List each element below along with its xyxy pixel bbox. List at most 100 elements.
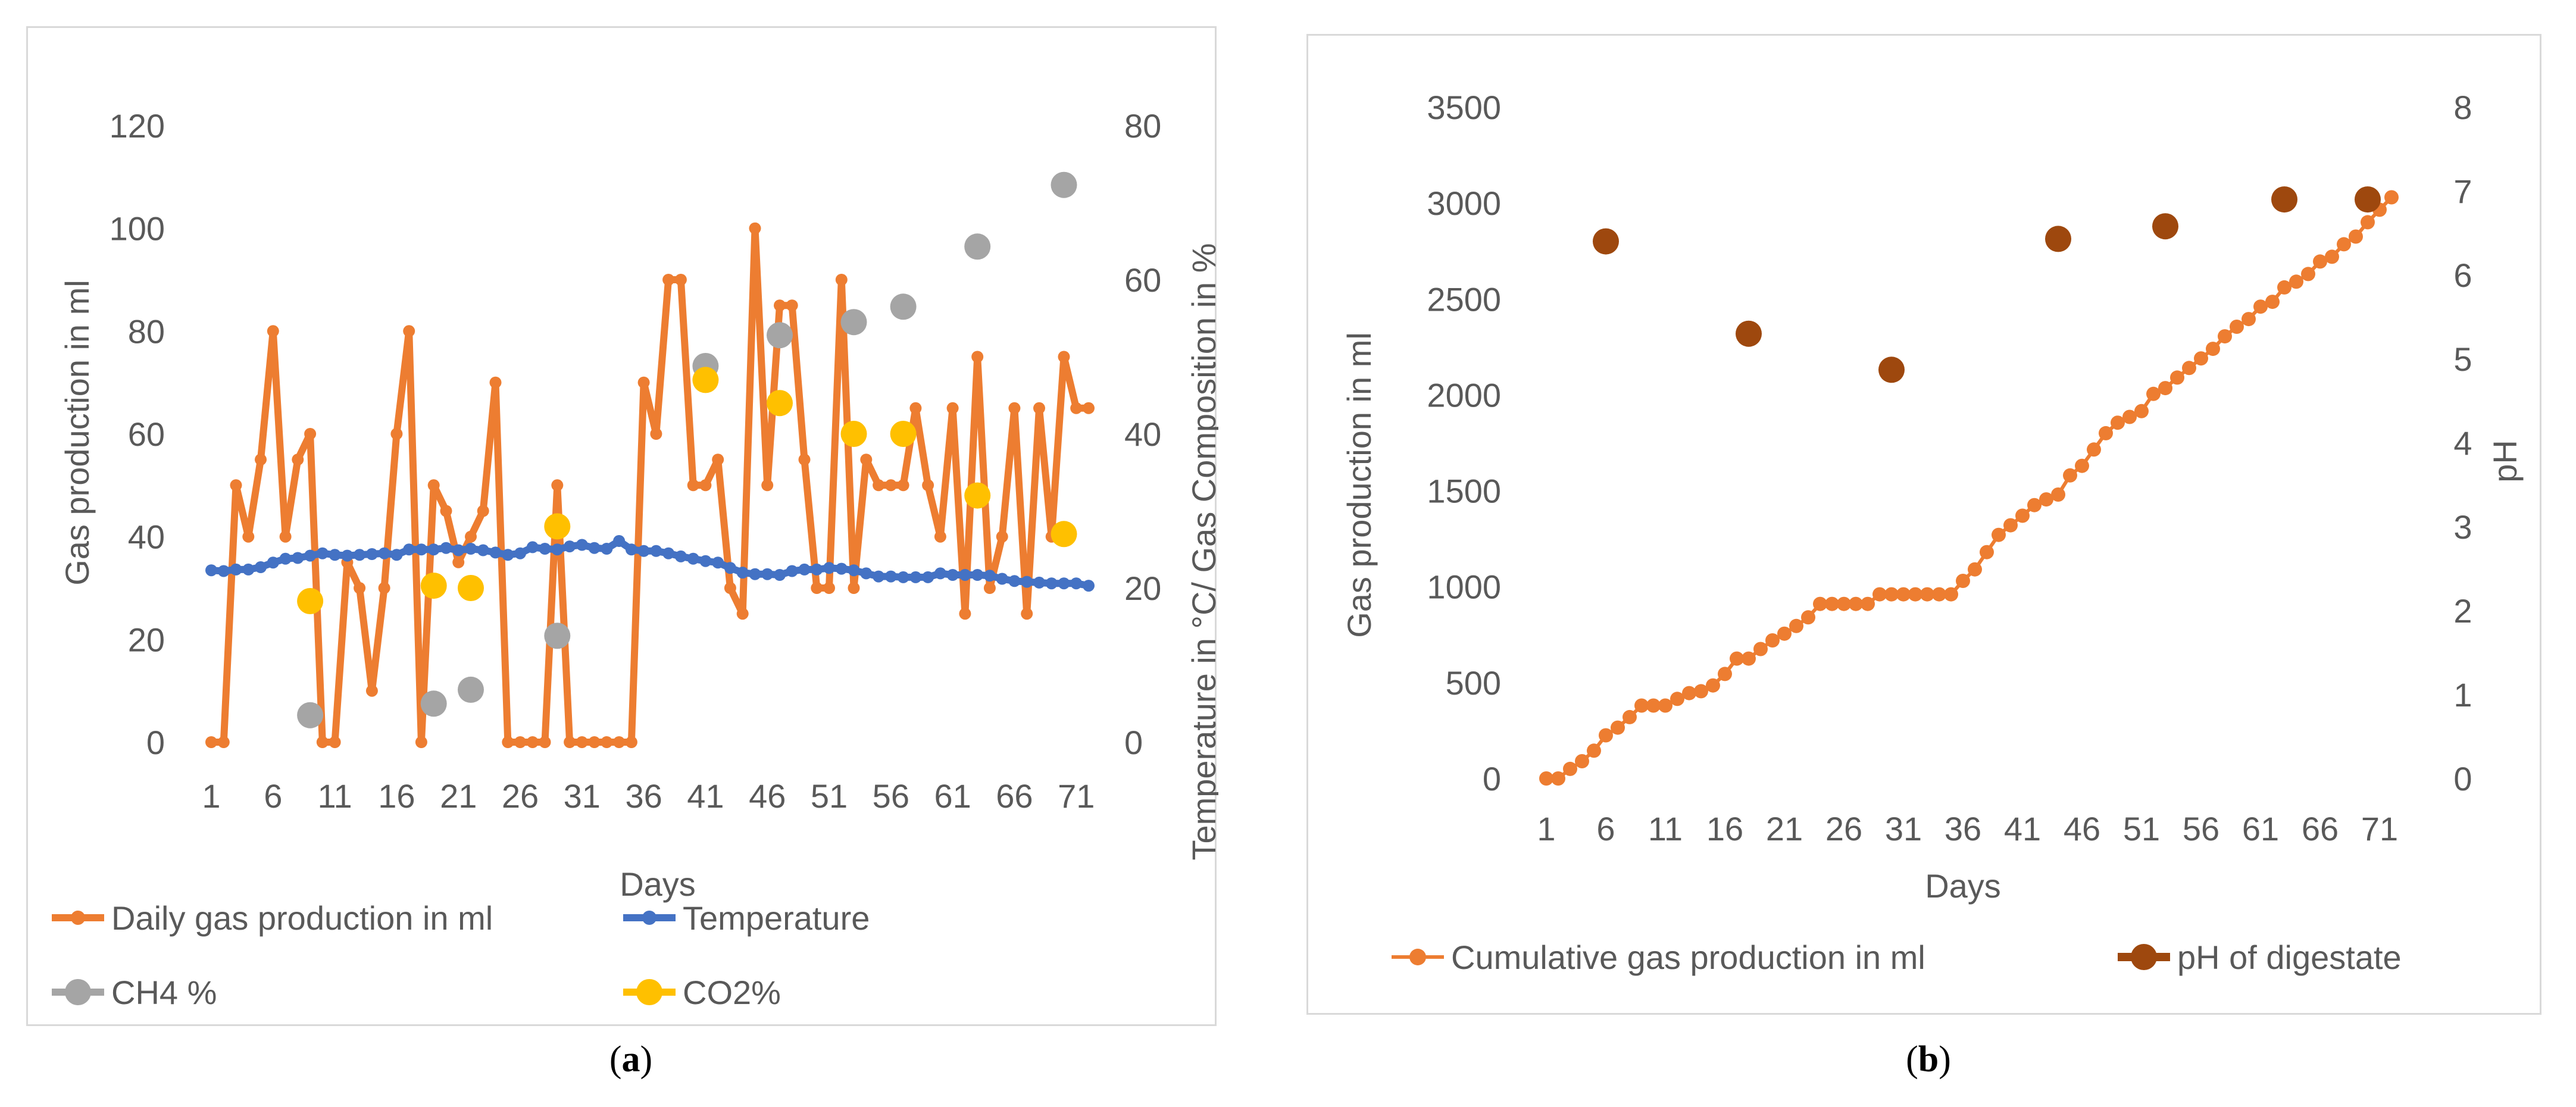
chart-a-series-0-point [304, 428, 317, 440]
chart-a-series-0-point [662, 274, 675, 286]
chart-b-series-0-point [2063, 468, 2077, 483]
chart-a-series-1-point [526, 541, 539, 554]
chart-a-series-1-point [1021, 576, 1033, 588]
chart-a-series-0-point [514, 736, 526, 748]
chart-a-series-1-point [650, 545, 662, 557]
chart-a-series-0-point [415, 736, 427, 748]
chart-b-series-1-point [2271, 186, 2297, 213]
chart-b-series-0-point [2230, 320, 2244, 334]
chart-b-series-0-point [1801, 610, 1815, 625]
chart-a-series-2-point [767, 322, 793, 349]
chart-a-series-0-point [650, 428, 662, 440]
chart-b-series-1-point [2045, 226, 2071, 252]
chart-b-y-left-tick-label: 3000 [1427, 185, 1501, 222]
chart-a-series-0-point [996, 530, 1008, 543]
chart-a-series-1-point [267, 556, 279, 569]
chart-a-y-left-tick-label: 40 [128, 518, 165, 556]
caption-b: (b) [1906, 1039, 1951, 1080]
chart-a-series-1-point [588, 542, 601, 554]
chart-a-series-0-point [452, 556, 465, 568]
chart-b-y-right-axis-title: pH [2486, 440, 2524, 483]
chart-b-series-0-point [2253, 299, 2268, 314]
caption-b-letter: b [1918, 1039, 1939, 1080]
chart-b-series-0-point [2170, 370, 2184, 385]
chart-a-series-1-point [365, 548, 378, 560]
chart-a-series-0-point [588, 736, 601, 748]
chart-b-series-0-point [1599, 728, 1613, 743]
chart-a-series-1-point [465, 543, 477, 555]
chart-b-series-0-point [1622, 709, 1637, 724]
chart-a-series-0-point [242, 530, 255, 543]
chart-b-series-0-point [1884, 587, 1899, 602]
chart-b-x-tick-label: 11 [1648, 810, 1683, 848]
chart-b-y-right-tick-label: 1 [2453, 676, 2472, 714]
chart-a-series-0-point [971, 351, 984, 363]
chart-b-series-0-point [1682, 686, 1696, 701]
chart-a-series-1-point [329, 549, 341, 561]
chart-a-y-left-tick-label: 80 [128, 312, 165, 350]
chart-a-x-axis-title: Days [620, 865, 696, 903]
chart-b-series-0-point [2289, 274, 2303, 289]
chart-b-series-0-point [2182, 361, 2196, 376]
chart-a-series-1-point [564, 540, 576, 553]
chart-a-series-1-point [897, 571, 909, 583]
chart-a-series-0-point [427, 479, 440, 492]
chart-a-y-right-tick-label: 80 [1124, 107, 1161, 145]
chart-a-series-1-point [674, 550, 687, 562]
chart-a-series-0-point [848, 582, 860, 594]
chart-b-series-0-point [1694, 684, 1708, 699]
chart-b-series-1-point [2152, 213, 2178, 240]
chart-a-series-1-point [761, 568, 774, 580]
chart-b-y-left-tick-label: 500 [1446, 664, 1501, 702]
chart-a-y-right-tick-label: 20 [1124, 570, 1161, 607]
chart-a-y-left-tick-label: 120 [110, 107, 165, 145]
chart-b-x-tick-label: 51 [2123, 810, 2160, 848]
chart-a-series-1-point [539, 543, 551, 555]
chart-a-series-1-point [217, 565, 230, 577]
chart-a-series-0-point [205, 736, 217, 748]
chart-a-series-0-point [946, 402, 959, 414]
chart-a-series-2-point [458, 676, 484, 703]
chart-a-series-0-point [1058, 351, 1070, 363]
chart-a-legend-label: Temperature [683, 899, 870, 937]
chart-b-series-0-point [1968, 562, 1982, 577]
chart-a-series-1-point [403, 543, 415, 556]
chart-b-series-0-point [1706, 678, 1720, 693]
chart-b-series-1-point [1736, 320, 1762, 347]
chart-a-x-tick-label: 61 [934, 777, 971, 815]
chart-a-series-1-point [613, 535, 626, 547]
chart-a-series-0-point [724, 582, 736, 594]
chart-a-series-3-point [692, 367, 719, 393]
chart-a-series-1-point [1083, 580, 1095, 592]
chart-b-series-0-point [1908, 587, 1922, 602]
chart-a-series-0-point [873, 479, 885, 492]
chart-a-x-tick-label: 31 [564, 777, 601, 815]
chart-a-series-2-point [1051, 171, 1077, 198]
chart-b-x-axis-title: Days [1925, 867, 2001, 905]
chart-b-y-left-tick-label: 0 [1483, 760, 1501, 798]
chart-a-series-0-point [465, 530, 477, 543]
chart-b-y-left-tick-label: 3500 [1427, 89, 1501, 126]
chart-a-series-3-point [840, 421, 867, 447]
chart-a-x-tick-label: 11 [318, 777, 352, 815]
chart-b-series-0-point [1646, 698, 1661, 713]
chart-a-series-0-point [1070, 402, 1083, 414]
chart-a-series-0-point [279, 530, 292, 543]
chart-a-series-1-point [835, 562, 848, 575]
chart-a-series-1-point [1008, 575, 1021, 587]
chart-a-series-0-point [502, 736, 514, 748]
chart-a-series-0-point [674, 274, 687, 286]
chart-b-series-0-point [2003, 518, 2018, 533]
chart-b-series-0-line [1546, 196, 2393, 780]
chart-b-x-tick-label: 21 [1766, 810, 1803, 848]
chart-a-series-1-point [996, 573, 1008, 585]
chart-b-series-1-point [1878, 357, 1905, 383]
chart-a-series-3-point [420, 573, 447, 599]
chart-b-series-0-point [1587, 743, 1601, 758]
chart-b-series-0-point [2122, 409, 2137, 424]
chart-a-series-0-point [959, 608, 971, 620]
chart-b-series-0-point [2015, 508, 2030, 523]
chart-a-series-1-point [946, 569, 959, 581]
chart-a-series-1-point [922, 571, 934, 583]
chart-a-series-1-point [551, 543, 564, 556]
